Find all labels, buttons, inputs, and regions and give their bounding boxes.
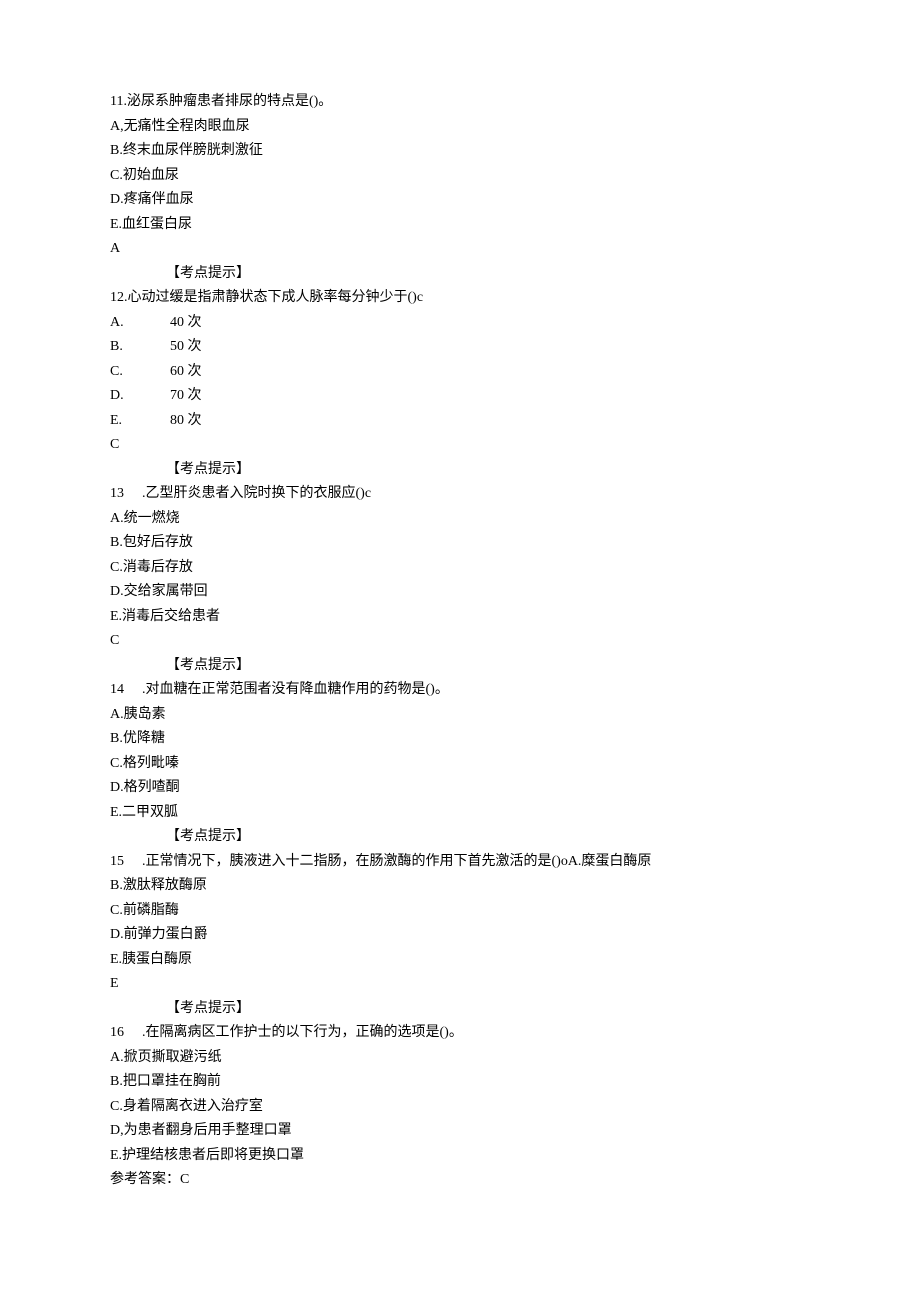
option-d: D.格列喳酮	[110, 776, 810, 801]
option-c: C.初始血尿	[110, 164, 810, 189]
option-e: E.护理结核患者后即将更换口罩	[110, 1144, 810, 1169]
option-a: A.掀页撕取避污纸	[110, 1046, 810, 1071]
question-number: 14	[110, 682, 124, 697]
option-d: D.70 次	[110, 384, 810, 409]
option-e: E.消毒后交给患者	[110, 605, 810, 630]
hint-label: 【考点提示】	[110, 458, 810, 483]
option-b: B.优降糖	[110, 727, 810, 752]
option-e: E.血红蛋白尿	[110, 213, 810, 238]
question-text: .对血糖在正常范围者没有降血糖作用的药物是()。	[124, 682, 449, 697]
question-number: 13	[110, 486, 124, 501]
question-number: 16	[110, 1025, 124, 1040]
option-b: B.包好后存放	[110, 531, 810, 556]
option-e: E.二甲双胍	[110, 801, 810, 826]
option-d: D.前弹力蛋白爵	[110, 923, 810, 948]
option-b: B.终末血尿伴膀胱刺激征	[110, 139, 810, 164]
option-d: D.交给家属带回	[110, 580, 810, 605]
option-a: A.胰岛素	[110, 703, 810, 728]
option-text: 50 次	[142, 339, 202, 354]
option-d: D.疼痛伴血尿	[110, 188, 810, 213]
hint-label: 【考点提示】	[110, 654, 810, 679]
option-text: 40 次	[142, 315, 202, 330]
option-a: A,无痛性全程肉眼血尿	[110, 115, 810, 140]
option-text: 70 次	[142, 388, 202, 403]
reference-answer: 参考答案：C	[110, 1168, 810, 1193]
answer: A	[110, 237, 810, 262]
option-a: A.统一燃烧	[110, 507, 810, 532]
option-e: E.胰蛋白酶原	[110, 948, 810, 973]
hint-label: 【考点提示】	[110, 825, 810, 850]
question-stem: 14.对血糖在正常范围者没有降血糖作用的药物是()。	[110, 678, 810, 703]
option-c: C.前磷脂酶	[110, 899, 810, 924]
option-letter: C.	[110, 360, 142, 385]
option-letter: E.	[110, 409, 142, 434]
answer: C	[110, 433, 810, 458]
option-d: D,为患者翻身后用手整理口罩	[110, 1119, 810, 1144]
question-text: .在隔离病区工作护士的以下行为，正确的选项是()。	[124, 1025, 463, 1040]
question-stem: 15.正常情况下，胰液进入十二指肠，在肠激酶的作用下首先激活的是()oA.糜蛋白…	[110, 850, 810, 875]
hint-label: 【考点提示】	[110, 997, 810, 1022]
question-stem: 11.泌尿系肿瘤患者排尿的特点是()。	[110, 90, 810, 115]
option-text: 80 次	[142, 413, 202, 428]
question-stem: 16.在隔离病区工作护士的以下行为，正确的选项是()。	[110, 1021, 810, 1046]
question-number: 15	[110, 854, 124, 869]
answer: E	[110, 972, 810, 997]
option-c: C.身着隔离衣进入治疗室	[110, 1095, 810, 1120]
option-c: C.消毒后存放	[110, 556, 810, 581]
option-a: A.40 次	[110, 311, 810, 336]
option-c: C.格列毗嗪	[110, 752, 810, 777]
option-b: B.把口罩挂在胸前	[110, 1070, 810, 1095]
option-c: C.60 次	[110, 360, 810, 385]
option-letter: A.	[110, 311, 142, 336]
question-text: .乙型肝炎患者入院时换下的衣服应()c	[124, 486, 371, 501]
option-b: B.激肽释放酶原	[110, 874, 810, 899]
question-stem: 13.乙型肝炎患者入院时换下的衣服应()c	[110, 482, 810, 507]
option-letter: D.	[110, 384, 142, 409]
option-e: E.80 次	[110, 409, 810, 434]
question-text: .正常情况下，胰液进入十二指肠，在肠激酶的作用下首先激活的是()oA.糜蛋白酶原	[124, 854, 651, 869]
answer: C	[110, 629, 810, 654]
option-text: 60 次	[142, 364, 202, 379]
option-b: B.50 次	[110, 335, 810, 360]
hint-label: 【考点提示】	[110, 262, 810, 287]
question-stem: 12.心动过缓是指肃静状态下成人脉率每分钟少于()c	[110, 286, 810, 311]
option-letter: B.	[110, 335, 142, 360]
